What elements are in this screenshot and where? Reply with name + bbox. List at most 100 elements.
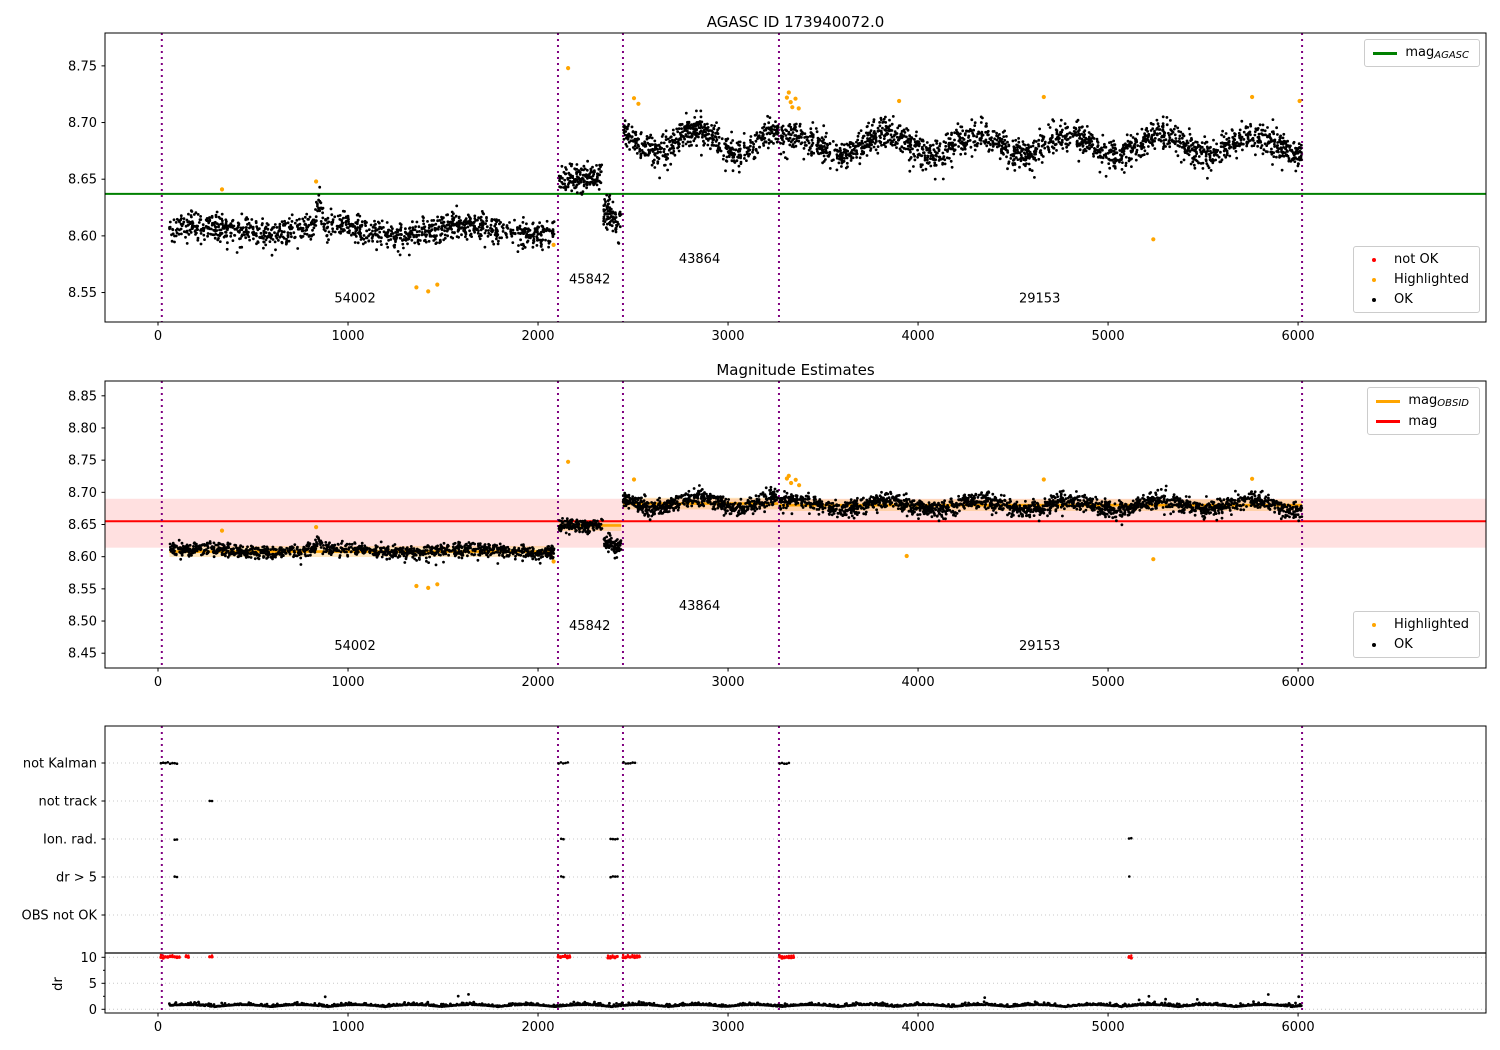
legend-entry: magOBSID — [1376, 393, 1469, 409]
dr-not-ok-points — [159, 953, 181, 958]
legend-entry: Highlighted — [1362, 272, 1469, 287]
legend-label: magOBSID — [1408, 393, 1469, 409]
x-tick-label: 3000 — [711, 329, 744, 344]
x-tick-label: 1000 — [331, 1020, 364, 1035]
legend-line-sample — [1373, 51, 1398, 55]
x-tick-label: 1000 — [331, 675, 364, 690]
y-tick-label: 8.85 — [68, 389, 97, 404]
x-tick-label: 6000 — [1282, 329, 1315, 344]
obsid-annotation: 29153 — [1019, 292, 1060, 307]
obsid-annotation: 29153 — [1019, 639, 1060, 654]
dr-not-ok-points — [778, 954, 795, 958]
dr-not-ok-points — [1127, 955, 1133, 960]
x-tick-label: 5000 — [1092, 329, 1125, 344]
y-tick-label: 8.80 — [68, 421, 97, 436]
x-tick-label: 0 — [154, 329, 162, 344]
dr-tick-label: 5 — [89, 977, 97, 992]
x-tick-label: 3000 — [711, 1020, 744, 1035]
legend-label-subscript: AGASC — [1434, 50, 1469, 61]
legend-dot-sample — [1362, 257, 1386, 262]
legend-label: mag — [1408, 414, 1438, 429]
flag-points — [159, 761, 179, 765]
legend-label: Highlighted — [1394, 272, 1469, 287]
legend-dot-sample — [1362, 277, 1386, 282]
legend-dot-sample — [1362, 297, 1386, 302]
dr-not-ok-points — [1127, 954, 1133, 958]
y-tick-label: 8.50 — [68, 615, 97, 630]
x-tick-label: 5000 — [1092, 1020, 1125, 1035]
dr-tick-label: 0 — [89, 1003, 97, 1018]
legend-label: magAGASC — [1405, 45, 1469, 61]
ok-scatter-points — [168, 484, 1304, 567]
legend-label-subscript: OBSID — [1437, 398, 1469, 409]
axes-frame — [104, 380, 1487, 669]
x-tick-label: 0 — [154, 675, 162, 690]
x-tick-label: 1000 — [331, 329, 364, 344]
x-tick-label: 3000 — [711, 675, 744, 690]
y-tick-label: 8.75 — [68, 454, 97, 469]
flag-points — [559, 875, 565, 879]
legend-line-sample — [1376, 420, 1401, 423]
dr-not-ok-points — [622, 953, 641, 958]
flag-points — [622, 760, 637, 765]
x-tick-label: 5000 — [1092, 675, 1125, 690]
x-tick-label: 4000 — [902, 675, 935, 690]
highlighted-scatter-points — [219, 459, 1255, 590]
dr-axis-label: dr — [51, 977, 66, 991]
x-tick-label: 4000 — [902, 1020, 935, 1035]
flag-row-label: dr > 5 — [56, 871, 97, 886]
x-tick-label: 0 — [154, 1020, 162, 1035]
x-tick-label: 4000 — [902, 329, 935, 344]
x-tick-label: 2000 — [521, 1020, 554, 1035]
y-tick-label: 8.55 — [68, 582, 97, 597]
y-tick-label: 8.70 — [68, 486, 97, 501]
dr-not-ok-points — [606, 954, 619, 958]
y-tick-label: 8.65 — [68, 518, 97, 533]
legend-dot-sample — [1362, 622, 1386, 627]
legend-entry: mag — [1376, 414, 1469, 429]
obsid-annotation: 54002 — [334, 292, 375, 307]
x-tick-label: 6000 — [1282, 1020, 1315, 1035]
legend-line-sample — [1376, 399, 1401, 403]
y-tick-label: 8.75 — [68, 59, 97, 74]
obsid-annotation: 43864 — [679, 599, 720, 614]
x-tick-label: 6000 — [1282, 675, 1315, 690]
legend-entry: not OK — [1362, 252, 1469, 267]
flag-row-label: not Kalman — [23, 757, 97, 772]
dr-not-ok-points — [208, 954, 214, 958]
y-tick-label: 8.55 — [68, 286, 97, 301]
legend-entry: OK — [1362, 637, 1469, 652]
legend-entry: magAGASC — [1373, 45, 1469, 61]
x-tick-label: 2000 — [521, 675, 554, 690]
legend-entry: Highlighted — [1362, 617, 1469, 632]
dr-not-ok-points — [557, 953, 571, 958]
obsid-annotation: 45842 — [569, 272, 610, 287]
y-tick-label: 8.45 — [68, 647, 97, 662]
ok-scatter-points — [168, 109, 1303, 257]
flag-points — [557, 761, 570, 765]
dr-not-ok-points — [184, 955, 191, 959]
panel2-title: Magnitude Estimates — [716, 361, 875, 379]
legend-mag-obsid: magOBSID mag — [1367, 387, 1480, 435]
obsid-annotation: 54002 — [334, 639, 375, 654]
x-tick-label: 2000 — [521, 329, 554, 344]
flag-row-label: not track — [38, 795, 97, 810]
legend-label: OK — [1394, 292, 1413, 307]
y-tick-label: 8.65 — [68, 173, 97, 188]
dr-tick-label: 10 — [80, 951, 97, 966]
dr-trace-points — [168, 993, 1303, 1009]
flag-points — [609, 875, 619, 879]
obsid-annotation: 45842 — [569, 619, 610, 634]
legend-entry: OK — [1362, 292, 1469, 307]
flag-row-label: Ion. rad. — [43, 833, 97, 848]
legend-point-status-top: not OK Highlighted OK — [1353, 246, 1480, 313]
y-tick-label: 8.70 — [68, 116, 97, 131]
legend-mag-agasc: magAGASC — [1364, 39, 1480, 67]
panel1-title: AGASC ID 173940072.0 — [706, 13, 885, 31]
axes-frame — [104, 725, 1487, 1014]
flag-row-label: OBS not OK — [22, 909, 98, 924]
legend-label: Highlighted — [1394, 617, 1469, 632]
axes-frame — [104, 32, 1487, 323]
legend-label: not OK — [1394, 252, 1439, 267]
